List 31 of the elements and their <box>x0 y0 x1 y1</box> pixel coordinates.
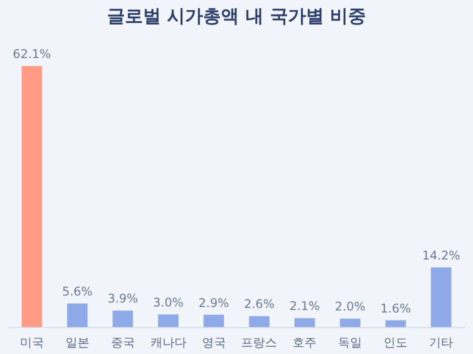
bar <box>249 316 270 327</box>
data-label: 2.6% <box>244 297 274 312</box>
bar <box>340 318 360 327</box>
bar <box>158 314 179 327</box>
data-label: 2.1% <box>289 299 320 314</box>
x-tick-label: 독일 <box>338 336 362 350</box>
x-tick-label: 중국 <box>110 336 135 350</box>
x-tick-label: 영국 <box>202 336 226 350</box>
x-tick-label: 인도 <box>384 336 408 350</box>
bar <box>385 320 406 327</box>
bar <box>430 267 452 327</box>
data-label: 2.0% <box>334 300 366 314</box>
data-label: 3.0% <box>153 295 184 310</box>
chart-title: 글로벌 시가총액 내 국가별 비중 <box>106 6 366 27</box>
x-tick-label: 캐나다 <box>150 336 186 350</box>
x-tick-label: 기타 <box>429 336 454 350</box>
x-tick-label: 프랑스 <box>241 336 278 350</box>
data-label: 62.1% <box>12 47 51 61</box>
data-label: 14.2% <box>422 248 460 262</box>
bar <box>112 310 134 327</box>
data-label: 5.6% <box>62 284 93 298</box>
x-tick-label: 일본 <box>65 336 90 350</box>
bar <box>204 314 224 327</box>
data-label: 2.9% <box>198 296 230 310</box>
data-label: 1.6% <box>380 301 411 316</box>
data-label: 3.9% <box>108 292 138 306</box>
x-tick-label: 호주 <box>292 336 317 350</box>
x-tick-label: 미국 <box>20 336 44 350</box>
bar <box>22 66 42 327</box>
bar <box>67 303 88 327</box>
bar <box>294 318 315 327</box>
